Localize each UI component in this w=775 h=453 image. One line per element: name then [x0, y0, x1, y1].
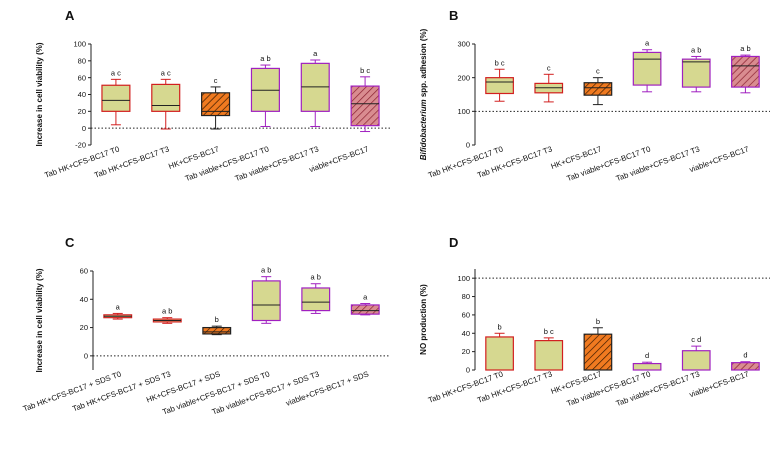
box	[202, 326, 232, 335]
y-tick-label: 60	[78, 73, 86, 82]
y-tick-label: 100	[457, 274, 470, 283]
y-tick-label: 80	[78, 56, 86, 65]
significance-label: c	[214, 76, 218, 85]
y-tick-label: 0	[466, 141, 470, 150]
significance-label: a	[313, 49, 318, 58]
y-tick-label: 0	[82, 124, 86, 133]
x-tick-label: Tab viable+CFS-BC17 T3	[615, 369, 701, 408]
significance-label: a b	[311, 273, 321, 282]
panel-letter: D	[449, 235, 458, 250]
x-tick-label: Tab viable+CFS-BC17 T0	[566, 369, 653, 408]
significance-label: b c	[360, 66, 370, 75]
bar	[534, 340, 564, 371]
significance-label: a b	[260, 54, 270, 63]
y-tick-label: 60	[80, 267, 88, 276]
y-tick-label: -20	[75, 141, 86, 150]
box	[151, 83, 181, 112]
box	[731, 55, 760, 88]
significance-label: a c	[111, 68, 121, 77]
box	[632, 51, 662, 86]
y-axis-label: Increase in cell viability (%)	[35, 42, 44, 146]
significance-label: a	[645, 39, 650, 48]
y-tick-label: 60	[462, 311, 470, 320]
y-tick-label: 100	[457, 107, 470, 116]
x-tick-label: Tab viable+CFS-BC17 T0	[184, 144, 271, 183]
panel-a: A -20 0 20 40 60 80 100 Increase in cell viabili…	[35, 8, 390, 183]
y-tick-label: 40	[80, 295, 88, 304]
significance-label: c	[547, 63, 551, 72]
significance-label: a	[116, 302, 121, 311]
y-axis-label: Increase in cell viability (%)	[35, 268, 44, 372]
y-axis-label: NO production (%)	[419, 284, 428, 355]
bar	[485, 336, 514, 371]
significance-label: a b	[740, 44, 750, 53]
box	[350, 85, 380, 127]
significance-label: c d	[691, 335, 701, 344]
bar	[681, 350, 711, 371]
significance-label: a b	[261, 266, 271, 275]
y-tick-label: 20	[80, 323, 88, 332]
x-tick-label: Tab viable+CFS-BC17 T3	[234, 144, 320, 183]
significance-label: b	[596, 317, 600, 326]
box	[681, 58, 711, 88]
significance-label: a b	[691, 45, 701, 54]
y-tick-label: 40	[462, 329, 470, 338]
bar	[731, 362, 760, 371]
significance-label: b c	[495, 58, 505, 67]
panel-letter: C	[65, 235, 75, 250]
panel-b: B 0 100 200 300 Bifidobacterium spp. adhesion…	[419, 8, 770, 183]
y-tick-label: 20	[78, 107, 86, 116]
box	[101, 84, 131, 112]
y-tick-label: 300	[457, 40, 470, 49]
x-tick-label: Tab viable+CFS-BC17 T3	[615, 144, 701, 183]
y-axis-label: Bifidobacterium spp. adhesion (%)	[419, 28, 428, 160]
box	[251, 280, 281, 322]
y-tick-label: 20	[462, 347, 470, 356]
bar	[583, 333, 613, 371]
box	[201, 92, 231, 117]
x-tick-label: Tab viable+CFS-BC17 T0	[566, 144, 653, 183]
significance-label: d	[645, 351, 649, 360]
significance-label: a	[363, 293, 368, 302]
box	[350, 304, 380, 315]
significance-label: b	[497, 322, 501, 331]
significance-label: b c	[544, 327, 554, 336]
significance-label: c	[596, 67, 600, 76]
significance-label: b	[215, 315, 219, 324]
x-tick-label: viable+CFS-BC17 + SDS	[285, 369, 370, 407]
y-tick-label: 80	[462, 292, 470, 301]
y-tick-label: 100	[73, 40, 86, 49]
significance-label: a b	[162, 307, 172, 316]
box	[485, 77, 514, 95]
box	[301, 287, 331, 312]
significance-label: d	[743, 351, 747, 360]
panel-letter: B	[449, 8, 458, 23]
significance-label: a c	[161, 68, 171, 77]
y-tick-label: 0	[466, 366, 470, 375]
panel-letter: A	[65, 8, 75, 23]
y-tick-label: 0	[84, 351, 88, 360]
y-tick-label: 40	[78, 90, 86, 99]
y-tick-label: 200	[457, 73, 470, 82]
box	[583, 82, 613, 96]
